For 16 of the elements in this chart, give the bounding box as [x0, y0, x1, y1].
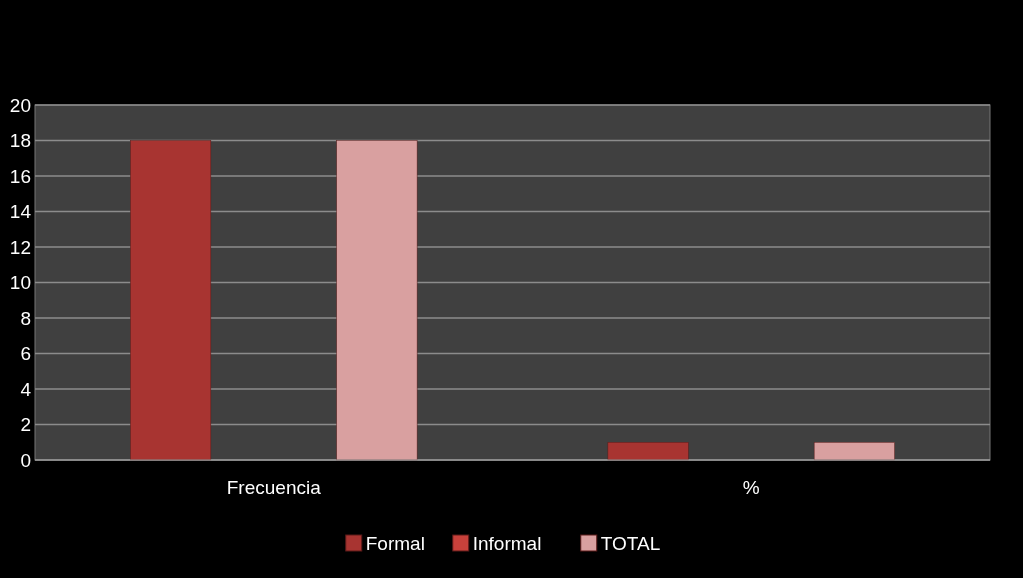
- y-tick-label: 10: [9, 272, 31, 294]
- y-tick-label: 0: [20, 449, 31, 471]
- legend-label: Formal: [365, 532, 425, 554]
- legend-label: TOTAL: [600, 532, 661, 554]
- x-tick-label: Frecuencia: [226, 477, 322, 498]
- y-tick-label: 12: [9, 236, 31, 258]
- x-tick-label: %: [742, 477, 760, 498]
- y-tick-label: 6: [20, 343, 31, 365]
- y-tick-label: 18: [9, 130, 31, 152]
- y-tick-label: 14: [9, 201, 32, 223]
- y-tick-label: 2: [20, 414, 31, 436]
- y-tick-label: 8: [20, 307, 31, 329]
- legend-label: Informal: [472, 532, 542, 554]
- y-tick-label: 20: [9, 94, 31, 116]
- y-tick-label: 4: [20, 378, 32, 400]
- y-tick-label: 16: [9, 165, 31, 187]
